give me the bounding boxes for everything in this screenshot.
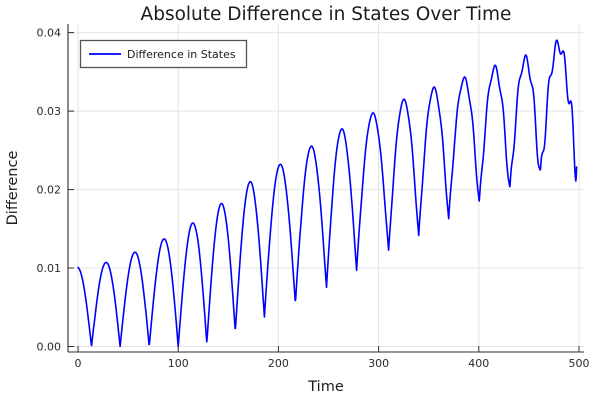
y-tick-label: 0.00	[37, 341, 62, 354]
y-tick-label: 0.02	[37, 184, 62, 197]
x-tick-label: 200	[268, 357, 289, 370]
chart-title: Absolute Difference in States Over Time	[141, 4, 512, 25]
axis-ticks	[68, 32, 580, 352]
x-tick-label: 100	[168, 357, 189, 370]
legend: Difference in States	[79, 39, 248, 69]
x-tick-label: 300	[368, 357, 389, 370]
legend-label: Difference in States	[127, 48, 236, 61]
x-axis-label: Time	[307, 379, 344, 395]
series-line	[77, 39, 578, 348]
grid	[68, 24, 584, 352]
y-axis-label: Difference	[5, 151, 21, 226]
y-tick-label: 0.04	[37, 27, 62, 40]
y-tick-label: 0.03	[37, 105, 62, 118]
x-tick-label: 500	[568, 357, 589, 370]
y-tick-label: 0.01	[37, 262, 62, 275]
tick-labels: 0 100 200 300 400 500 0.00 0.01 0.02 0.03 0.04	[37, 27, 590, 370]
x-tick-label: 400	[468, 357, 489, 370]
x-tick-label: 0	[75, 357, 82, 370]
